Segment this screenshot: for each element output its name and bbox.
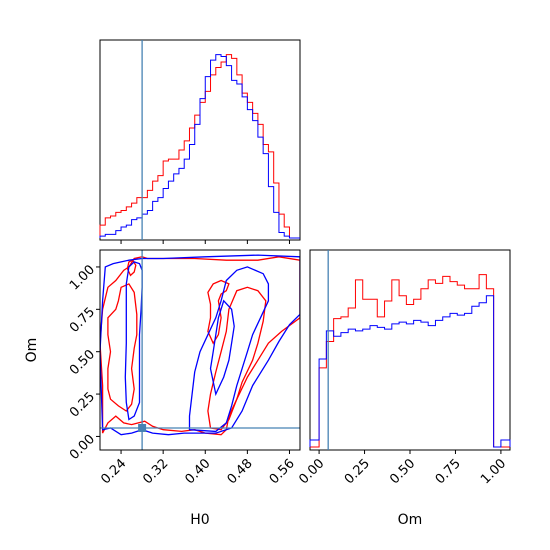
- h0-hist-frame: [99, 39, 301, 241]
- joint-truth-marker: [138, 423, 147, 432]
- om-hist-x-tick-label-4: 1.00: [478, 456, 509, 487]
- om-hist-x-tick-label-3: 0.75: [433, 456, 464, 487]
- om-histogram-panel: 0.00 0.25 0.50 0.75 1.00: [296, 249, 511, 487]
- x-axis-label-h0: H0: [190, 512, 209, 528]
- h0-histogram-panel: [99, 39, 301, 244]
- contour-red-3: [207, 279, 230, 345]
- om-hist-x-tick-label-1: 0.25: [342, 456, 373, 487]
- joint-y-tick-label-4: 1.00: [67, 262, 98, 293]
- joint-y-tick-label-1: 0.25: [67, 390, 98, 421]
- joint-y-tick-label-0: 0.00: [67, 432, 98, 463]
- joint-frame: [99, 249, 301, 451]
- contour-blue-5: [100, 254, 300, 436]
- om-hist-x-tick-label-0: 0.00: [296, 456, 327, 487]
- joint-x-tick-label-1: 0.32: [140, 456, 171, 487]
- om-hist-series-blue: [309, 295, 511, 448]
- contour-blue-7: [188, 266, 270, 433]
- joint-x-tick-label-2: 0.40: [183, 456, 214, 487]
- joint-x-tick-label-0: 0.24: [98, 456, 129, 487]
- contour-red-0: [100, 256, 300, 436]
- joint-y-tick-label-2: 0.50: [67, 347, 98, 378]
- x-axis-label-om: Om: [398, 512, 423, 528]
- contour-red-2: [207, 286, 267, 431]
- h0-hist-series-blue: [99, 54, 300, 239]
- joint-x-tick-label-3: 0.48: [225, 456, 256, 487]
- contour-blue-8: [209, 299, 235, 397]
- contour-red-1: [107, 283, 138, 412]
- h0-om-contour-panel: 0.24 0.32 0.40 0.48 0.56 0.00 0.25 0.50 0.75 1.00: [67, 249, 301, 487]
- h0-hist-series-red: [99, 54, 300, 239]
- joint-x-tick-label-4: 0.56: [267, 456, 298, 487]
- joint-contours: [100, 254, 300, 436]
- om-hist-frame: [309, 249, 511, 451]
- om-hist-x-tick-label-2: 0.50: [387, 456, 418, 487]
- contour-blue-6: [124, 261, 143, 421]
- om-hist-series-red: [310, 274, 510, 448]
- y-axis-label-om: Om: [24, 338, 40, 363]
- joint-y-tick-label-3: 0.75: [67, 305, 98, 336]
